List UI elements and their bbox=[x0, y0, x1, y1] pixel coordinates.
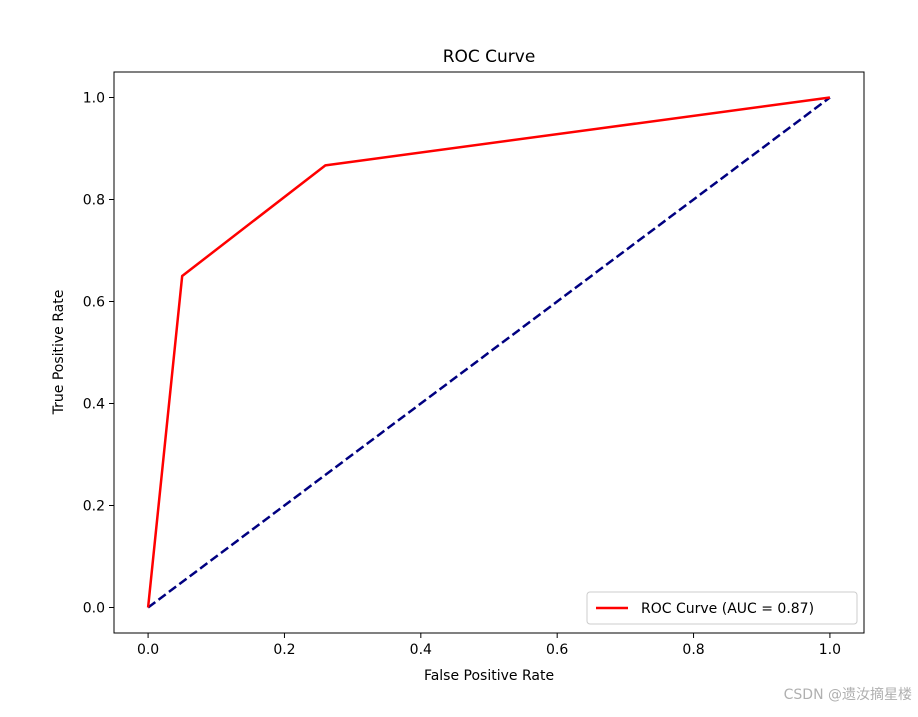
y-tick-label: 0.2 bbox=[83, 499, 105, 515]
x-axis-label: False Positive Rate bbox=[424, 668, 554, 684]
x-tick-label: 0.8 bbox=[682, 642, 704, 658]
x-tick-label: 1.0 bbox=[819, 642, 841, 658]
plot-frame bbox=[113, 71, 865, 634]
roc-curve-series bbox=[146, 96, 831, 608]
y-axis-label: True Positive Rate bbox=[51, 290, 67, 416]
x-tick-label: 0.4 bbox=[410, 642, 432, 658]
chart-title: ROC Curve bbox=[443, 47, 536, 67]
x-tick-label: 0.6 bbox=[546, 642, 568, 658]
y-tick-label: 0.6 bbox=[83, 295, 105, 311]
x-tick-label: 0.2 bbox=[273, 642, 295, 658]
chance-line-series bbox=[147, 96, 831, 609]
x-tick-label: 0.0 bbox=[137, 642, 159, 658]
watermark: CSDN @遗汝摘星楼 bbox=[783, 687, 912, 703]
y-tick-label: 0.8 bbox=[83, 193, 105, 209]
y-tick-label: 1.0 bbox=[83, 91, 105, 107]
y-tick-label: 0.4 bbox=[83, 397, 105, 413]
series-layer bbox=[146, 96, 831, 609]
y-tick-label: 0.0 bbox=[83, 601, 105, 617]
y-axis-ticks: 0.0 0.2 0.4 0.6 0.8 1.0 bbox=[83, 91, 114, 617]
legend-box bbox=[586, 591, 858, 625]
x-axis-ticks: 0.0 0.2 0.4 0.6 0.8 1.0 bbox=[137, 633, 841, 658]
legend: ROC Curve (AUC = 0.87) bbox=[586, 591, 858, 625]
legend-label-roc: ROC Curve (AUC = 0.87) bbox=[641, 601, 814, 617]
